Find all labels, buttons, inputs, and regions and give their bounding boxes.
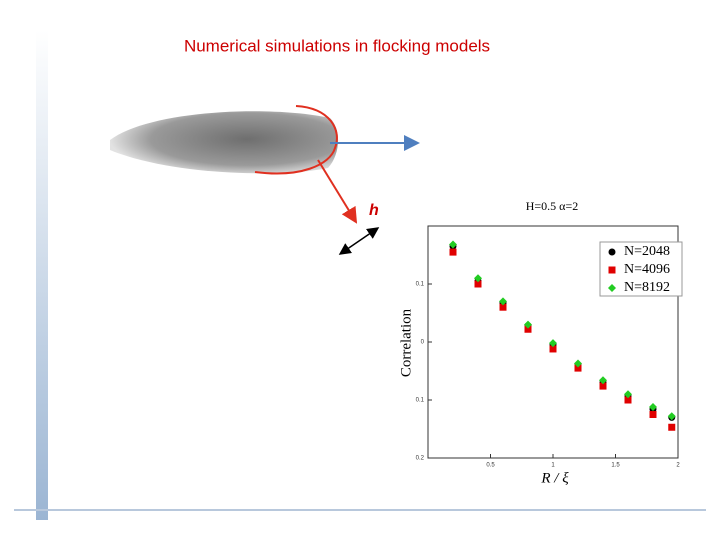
scale-arrow bbox=[338, 227, 380, 255]
flock-front bbox=[254, 105, 338, 175]
legend-label: N=8192 bbox=[624, 280, 670, 295]
y-axis-label: Correlation bbox=[398, 308, 414, 377]
marker bbox=[668, 423, 676, 431]
marker bbox=[524, 325, 532, 333]
flock bbox=[110, 111, 339, 174]
y-tick-label: 0.2 bbox=[416, 456, 425, 462]
marker bbox=[649, 402, 657, 411]
marker bbox=[574, 364, 582, 372]
marker bbox=[474, 280, 482, 288]
side-bar bbox=[36, 30, 48, 520]
x-tick-label: 2 bbox=[676, 463, 680, 469]
marker bbox=[524, 320, 532, 329]
x-tick-label: 1 bbox=[551, 463, 555, 469]
y-tick-label: 0.1 bbox=[416, 282, 425, 288]
slide-title: Numerical simulations in flocking models bbox=[184, 36, 490, 55]
x-tick-label: 0.5 bbox=[486, 463, 495, 469]
x-axis-label: R / ξ bbox=[540, 470, 569, 486]
marker bbox=[667, 412, 676, 421]
marker bbox=[449, 240, 457, 249]
marker bbox=[549, 339, 557, 348]
marker bbox=[649, 411, 657, 418]
legend-label: N=2048 bbox=[624, 244, 670, 259]
h-arrow bbox=[317, 159, 358, 224]
h-label: h bbox=[369, 202, 379, 219]
marker bbox=[474, 274, 482, 283]
marker bbox=[499, 297, 507, 306]
marker bbox=[599, 382, 607, 390]
marker bbox=[549, 345, 557, 353]
chart-title: H=0.5 α=2 bbox=[526, 199, 579, 213]
legend-marker bbox=[608, 266, 616, 274]
marker bbox=[499, 303, 507, 311]
x-tick-label: 1.5 bbox=[611, 463, 620, 469]
marker bbox=[624, 390, 632, 399]
legend-marker bbox=[608, 284, 616, 292]
marker bbox=[599, 376, 607, 385]
y-tick-label: 0.1 bbox=[416, 398, 425, 404]
chart: H=0.5 α=2 R / ξ Correlation 0.1 0 0.1 0.2 0.… bbox=[398, 199, 683, 486]
y-tick-label: 0 bbox=[421, 340, 425, 346]
marker bbox=[449, 248, 457, 256]
marker bbox=[624, 396, 632, 404]
legend-marker bbox=[608, 248, 616, 256]
legend-label: N=4096 bbox=[624, 262, 670, 277]
marker bbox=[574, 359, 582, 368]
